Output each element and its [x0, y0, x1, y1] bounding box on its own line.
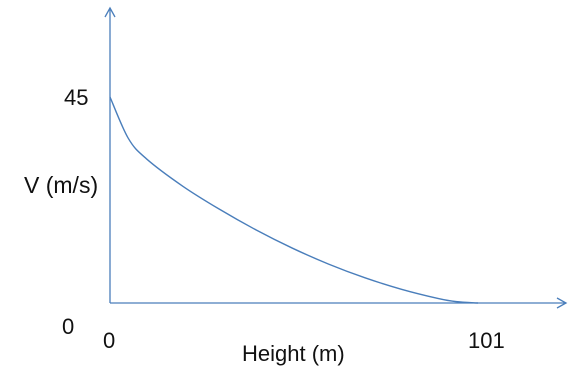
series-line-0 [109, 96, 479, 304]
x-axis-arrow [556, 297, 568, 309]
y-tick-label-zero: 0 [62, 314, 75, 339]
y-axis-label: V (m/s) [24, 172, 99, 198]
series-group [109, 96, 479, 304]
x-tick-label-zero: 0 [103, 328, 116, 353]
x-axis-label: Height (m) [242, 341, 345, 366]
y-tick-label-top: 45 [64, 85, 89, 110]
axes [104, 6, 568, 309]
x-tick-label-max: 101 [468, 328, 505, 353]
y-axis-arrow [104, 6, 116, 18]
